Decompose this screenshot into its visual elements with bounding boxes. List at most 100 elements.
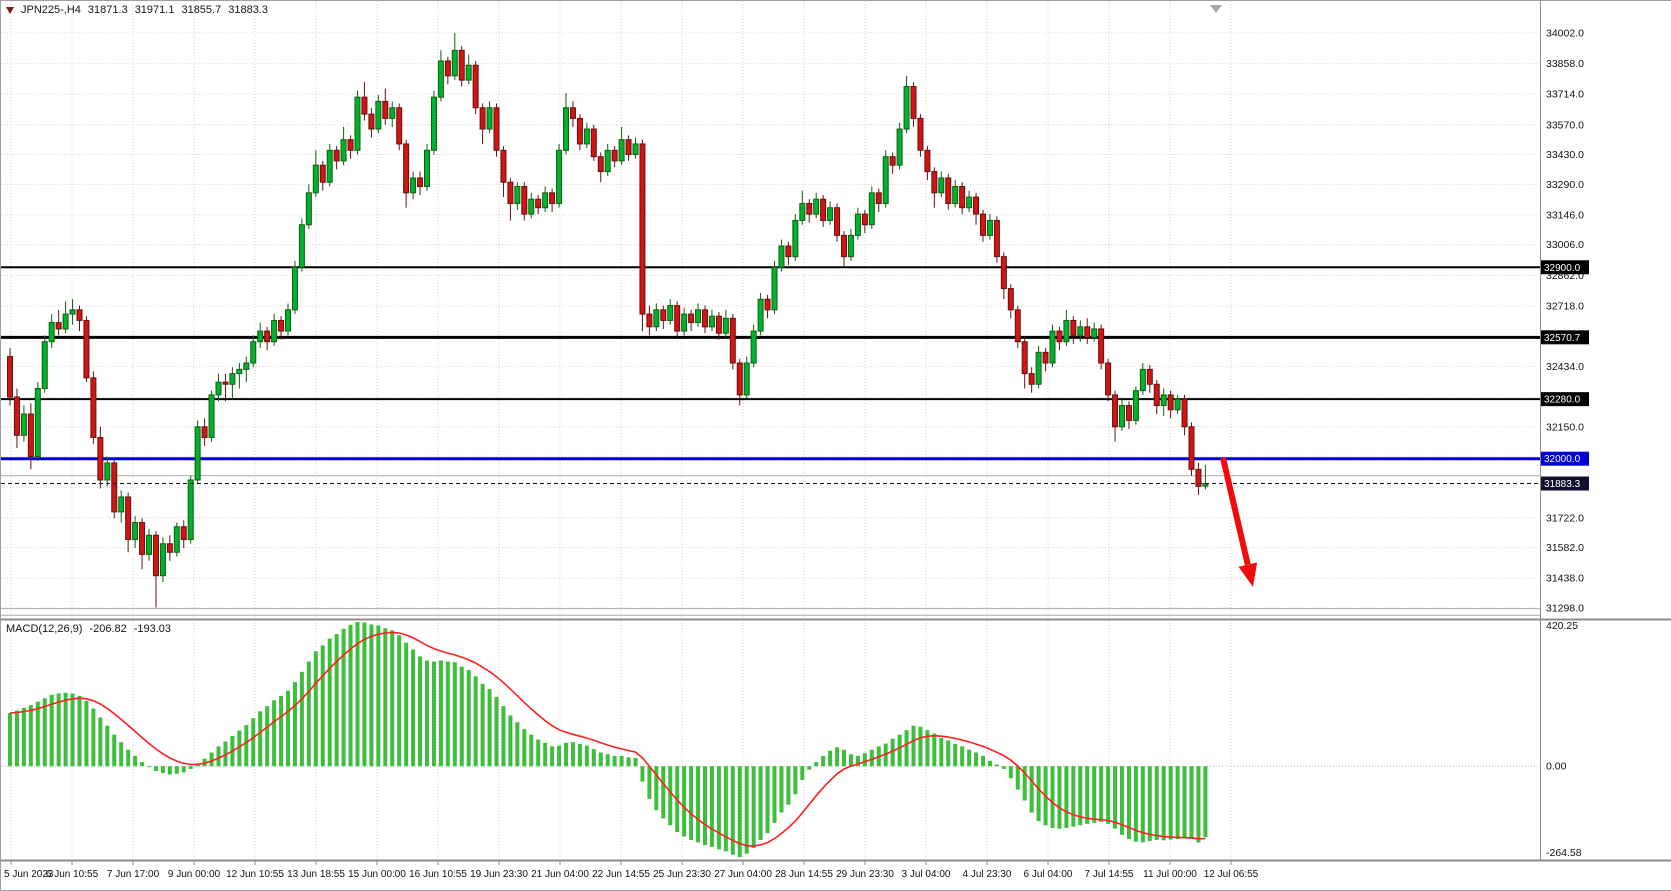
macd-bar <box>918 726 923 767</box>
macd-bar <box>28 705 33 767</box>
price-badge-label: 32280.0 <box>1544 395 1581 406</box>
bear-candle <box>841 234 847 258</box>
bull-candle <box>146 534 152 555</box>
macd-bar <box>1029 766 1034 813</box>
time-axis-label: 13 Jun 18:55 <box>287 869 345 880</box>
bear-candle <box>417 177 424 187</box>
bear-candle <box>834 207 841 236</box>
macd-bar <box>591 749 596 767</box>
price-axis[interactable] <box>1540 1 1671 860</box>
macd-bar <box>167 766 172 775</box>
bull-candle <box>563 107 569 151</box>
price-axis-label: 32150.0 <box>1546 421 1584 433</box>
bull-candle <box>410 177 417 194</box>
macd-bar <box>716 766 721 850</box>
bull-candle <box>1174 398 1181 411</box>
macd-bar <box>1036 766 1041 822</box>
time-axis-label: 21 Jun 04:00 <box>531 869 589 880</box>
bear-candle <box>688 313 695 324</box>
bear-candle <box>729 317 736 364</box>
macd-bar <box>70 693 75 767</box>
macd-value: -206.82 <box>89 623 127 635</box>
macd-bar <box>237 730 242 767</box>
macd-bar <box>598 752 603 767</box>
chart-shift-marker[interactable] <box>1210 5 1222 13</box>
horizontal-levels[interactable] <box>1 266 1540 616</box>
time-axis-label: 12 Jun 10:55 <box>226 869 284 880</box>
macd-bar <box>911 725 916 767</box>
macd-bar <box>160 766 165 774</box>
price-axis-label: 32434.0 <box>1546 361 1584 373</box>
time-axis-label: 5 Jun 2023 <box>4 869 54 880</box>
macd-bar <box>466 670 471 767</box>
bear-candle <box>166 543 173 553</box>
macd-bar <box>835 747 840 767</box>
bear-candle <box>472 64 479 109</box>
bear-candle <box>1056 330 1063 343</box>
bull-candle <box>236 368 243 375</box>
ohlc-header: JPN225-,H4 31871.3 31971.1 31855.7 31883… <box>6 4 268 16</box>
bear-candle <box>111 462 118 513</box>
bull-candle <box>1160 394 1167 407</box>
bear-candle <box>444 60 451 77</box>
ohlc-low: 31855.7 <box>181 4 222 16</box>
bear-candle <box>222 381 229 385</box>
bear-candle <box>917 117 924 151</box>
macd-bar <box>1140 766 1145 843</box>
price-badge <box>1541 260 1589 275</box>
macd-bar <box>974 752 979 767</box>
macd-bar <box>334 634 339 767</box>
bull-candle <box>750 330 757 364</box>
bear-candle <box>1014 309 1021 343</box>
macd-bar <box>21 707 26 767</box>
price-axis-label: 31722.0 <box>1546 512 1584 524</box>
macd-bar <box>633 757 638 767</box>
bear-candle <box>201 426 208 438</box>
time-axis-label: 27 Jun 04:00 <box>714 869 772 880</box>
bull-candle <box>743 362 750 396</box>
bear-candle <box>493 107 500 151</box>
macd-axis-label: 420.25 <box>1546 620 1578 632</box>
macd-bar <box>63 692 68 767</box>
macd-bar <box>1092 766 1097 823</box>
macd-bar <box>904 730 909 767</box>
down-arrow-annotation[interactable] <box>1220 457 1258 587</box>
macd-bar <box>473 676 478 767</box>
bull-candle <box>868 192 875 226</box>
macd-bar <box>480 683 485 767</box>
macd-bar <box>91 708 96 767</box>
price-axis-label: 33146.0 <box>1546 209 1584 221</box>
macd-bar <box>744 766 749 854</box>
bull-candle <box>1063 319 1070 343</box>
time-axis-label: 3 Jul 04:00 <box>902 869 951 880</box>
bear-candle <box>361 96 368 115</box>
macd-bar <box>1133 766 1138 842</box>
time-axis[interactable] <box>1 861 1671 890</box>
bear-candle <box>521 185 528 215</box>
macd-bar <box>765 766 770 834</box>
bear-candle <box>139 522 146 555</box>
price-axis-label: 32718.0 <box>1546 300 1584 312</box>
bull-candle <box>486 107 493 130</box>
macd-bar <box>1203 766 1208 838</box>
macd-axis-label: -264.58 <box>1546 847 1582 859</box>
macd-bar <box>508 715 513 767</box>
bull-candle <box>465 64 472 81</box>
price-badge <box>1541 392 1589 407</box>
time-axis-label: 7 Jun 17:00 <box>107 869 160 880</box>
price-badge-label: 32570.7 <box>1544 333 1581 344</box>
bear-candle <box>806 202 813 215</box>
bull-candle <box>813 198 820 215</box>
bull-candle <box>556 149 563 204</box>
bull-candle <box>20 413 27 436</box>
time-axis-label: 9 Jun 00:00 <box>168 869 221 880</box>
macd-bar <box>286 690 290 767</box>
bull-candle <box>430 96 437 151</box>
time-axis-label: 22 Jun 14:55 <box>592 869 650 880</box>
macd-bar <box>932 733 937 767</box>
macd-bar <box>1113 766 1118 829</box>
time-axis-label: 7 Jul 14:55 <box>1085 869 1134 880</box>
bear-candle <box>507 181 514 204</box>
ohlc-close: 31883.3 <box>228 4 268 16</box>
